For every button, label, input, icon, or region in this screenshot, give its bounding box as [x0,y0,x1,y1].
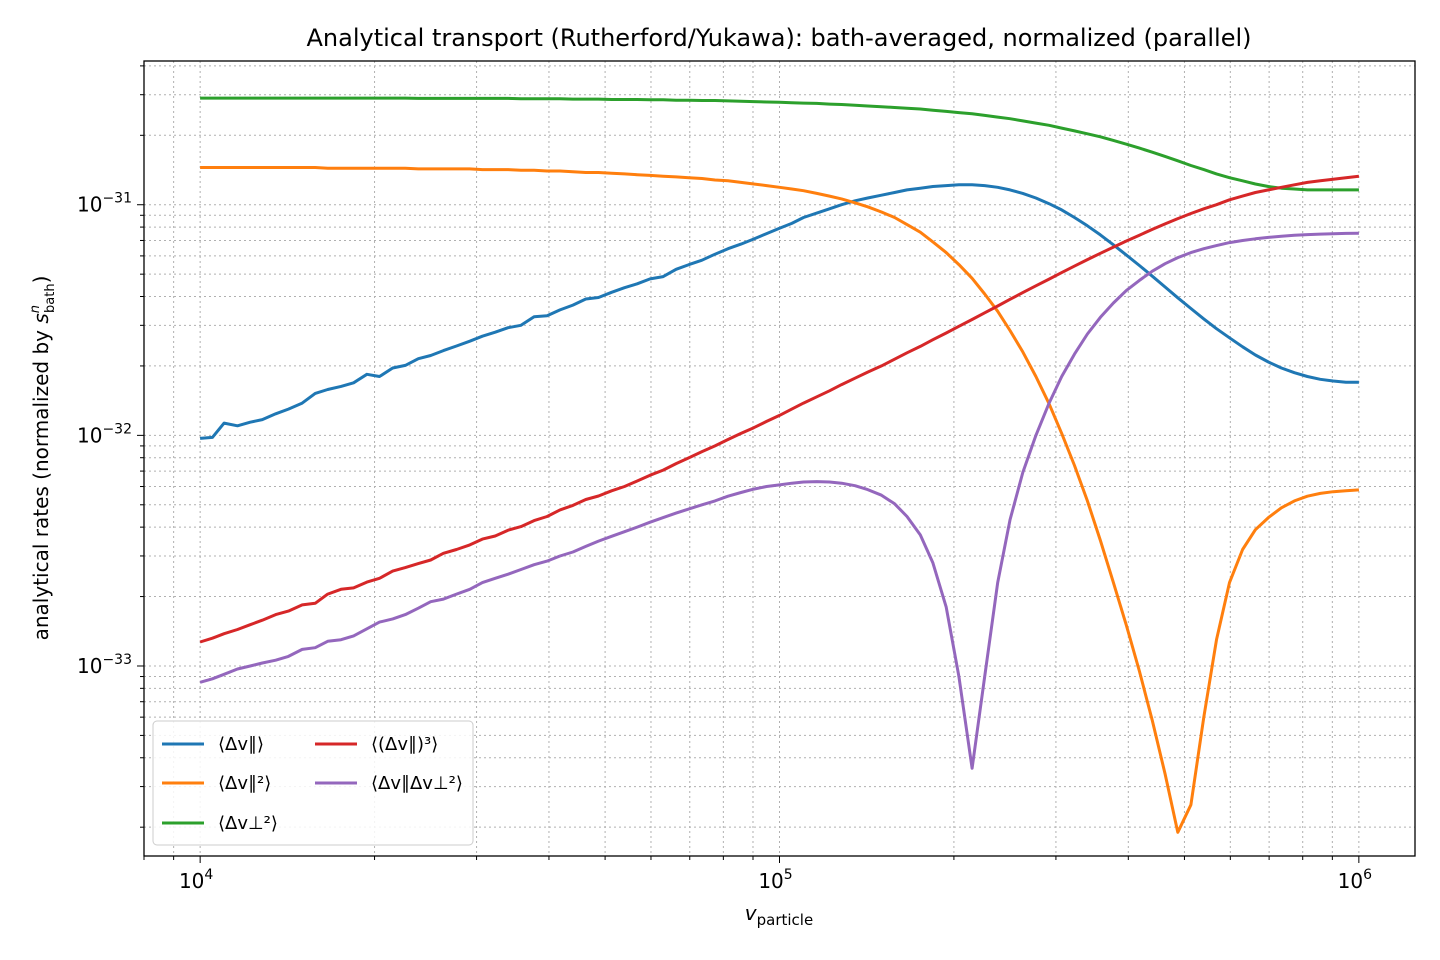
x-label-subscript: particle [757,911,814,929]
y-label-symbol: s [29,313,53,323]
tick-label-base: 10 [77,654,102,678]
x-label-symbol: v [745,901,758,925]
tick-label-base: 10 [1338,869,1363,893]
tick-label-base: 10 [179,869,204,893]
y-tick-label: 10−31 [77,191,132,217]
series-line-4 [199,174,1360,644]
x-tick-label: 105 [758,867,792,893]
legend-label: ⟨Δv∥Δv⊥²⟩ [371,773,463,794]
tick-label-exponent: 6 [1363,867,1372,883]
series-line-5 [199,231,1359,770]
tick-label-exponent: 4 [204,867,213,883]
y-label-text: analytical rates (normalized by [29,324,53,641]
legend-label: ⟨Δv∥⟩ [218,734,264,755]
tick-label-exponent: −33 [102,652,132,668]
series-line-3 [200,96,1359,192]
tick-label-exponent: 5 [784,867,793,883]
y-label-text: ) [29,276,53,284]
x-tick-label: 106 [1338,867,1372,893]
x-axis-label: vparticle [745,901,813,929]
tick-label-base: 10 [77,193,102,217]
tick-label-exponent: −32 [102,421,132,437]
y-label-subscript: bath [43,283,58,313]
tick-label-base: 10 [77,423,102,447]
y-axis-label: analytical rates (normalized by snbath) [28,276,58,641]
series-line-1 [199,183,1359,440]
x-tick-label: 104 [179,867,213,893]
y-tick-label: 10−32 [77,421,132,447]
tick-label-base: 10 [758,869,783,893]
legend-box [152,720,474,846]
series-lines [199,96,1360,834]
y-tick-label: 10−33 [77,652,132,678]
y-label-superscript: n [28,305,43,313]
legend-label: ⟨Δv∥²⟩ [218,773,271,794]
legend-label: ⟨(Δv∥)³⟩ [371,734,438,755]
legend: ⟨Δv∥⟩ ⟨Δv∥²⟩ ⟨Δv⊥²⟩ ⟨(Δv∥)³⟩ ⟨Δv∥Δv⊥²⟩ [152,720,474,846]
legend-label: ⟨Δv⊥²⟩ [218,813,278,834]
tick-label-exponent: −31 [102,191,132,207]
series-line-2 [200,166,1360,834]
chart-title: Analytical transport (Rutherford/Yukawa)… [306,24,1251,52]
